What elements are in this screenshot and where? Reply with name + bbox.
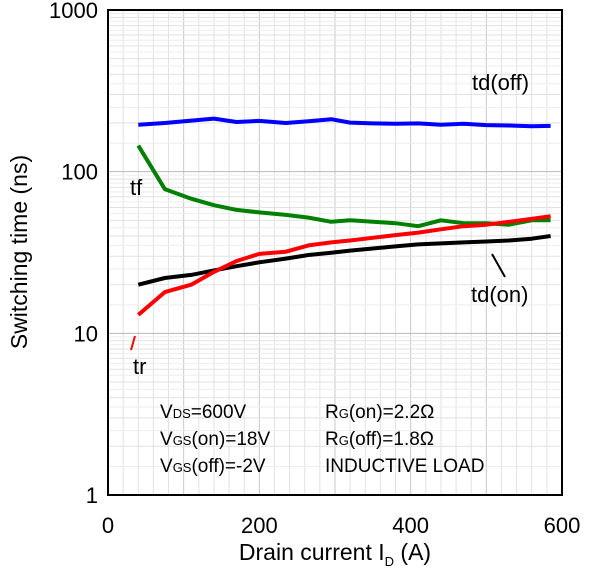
y-tick-label: 10: [74, 321, 98, 346]
x-tick-label: 600: [544, 513, 581, 538]
series-label-tdoff: td(off): [472, 70, 529, 95]
series-label-tf: tf: [130, 175, 143, 200]
condition-rg-off: RG(off)=1.8Ω: [325, 429, 434, 450]
y-axis-title: Switching time (ns): [6, 155, 32, 349]
x-tick-label: 0: [102, 513, 114, 538]
x-tick-labels: 0 200 400 600: [102, 513, 580, 538]
x-axis-title: Drain current ID (A): [239, 539, 431, 569]
plot-frame: [107, 9, 563, 496]
y-tick-label: 100: [61, 160, 98, 185]
condition-rg-on: RG(on)=2.2Ω: [325, 402, 434, 423]
x-tick-label: 200: [241, 513, 278, 538]
grid-lines: [108, 9, 562, 495]
leader-line-tr: [130, 335, 136, 351]
series-line-tr: [136, 214, 551, 317]
series-label-tdon: td(on): [471, 282, 528, 307]
leader-line-tdon: [491, 253, 506, 278]
series-label-tr: tr: [133, 354, 146, 379]
x-tick-label: 400: [392, 513, 429, 538]
condition-load: INDUCTIVE LOAD: [325, 456, 484, 477]
y-tick-label: 1000: [49, 0, 98, 23]
data-series: [136, 116, 551, 317]
condition-vgs-off: VGS(off)=-2V: [160, 456, 266, 477]
condition-vds: VDS=600V: [160, 402, 247, 423]
series-line-tdoff: [138, 116, 551, 129]
y-tick-label: 1: [86, 483, 98, 508]
y-tick-labels: 1 10 100 1000: [49, 0, 98, 508]
condition-vgs-on: VGS(on)=18V: [160, 429, 271, 450]
